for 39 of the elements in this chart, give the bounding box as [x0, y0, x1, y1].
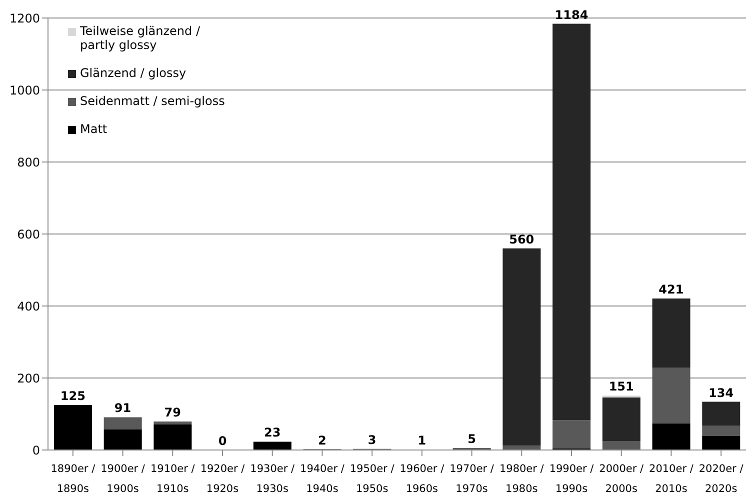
total-label: 5: [468, 432, 476, 446]
x-tick-label: 1950er / 1950s: [350, 463, 395, 494]
legend-label: Matt: [80, 122, 108, 136]
total-label: 1: [418, 434, 426, 448]
y-tick-label: 600: [17, 227, 40, 242]
total-label: 23: [264, 426, 281, 440]
y-tick-label: 800: [17, 155, 40, 170]
total-label: 134: [708, 386, 734, 400]
x-tick-label: 1980er / 1980s: [499, 463, 544, 494]
y-tick-label: 1200: [9, 11, 40, 26]
total-label: 560: [509, 232, 534, 246]
x-tick-label: 1970er / 1970s: [450, 463, 494, 494]
legend-label: Seidenmatt / semi-gloss: [80, 94, 225, 108]
y-tick-label: 1000: [9, 83, 40, 98]
total-label: 1184: [554, 8, 588, 22]
y-tick-label: 200: [17, 371, 40, 386]
y-tick-label: 0: [32, 443, 40, 458]
x-tick-label: 1890er / 1890s: [50, 463, 96, 494]
x-tick-label: 2020er / 2020s: [698, 463, 744, 494]
x-tick-label: 1930er / 1930s: [250, 463, 296, 494]
x-tick-label: 1940er / 1940s: [300, 463, 345, 494]
legend-label: Teilweise glänzend / partly glossy: [80, 24, 201, 52]
x-tick-label: 1910er / 1910s: [150, 463, 196, 494]
total-label: 125: [60, 389, 86, 403]
legend-label: Glänzend / glossy: [80, 66, 186, 80]
x-tick-label: 1960er / 1960s: [400, 463, 445, 494]
total-label: 2: [318, 433, 326, 448]
x-tick-label: 1900er / 1900s: [100, 463, 146, 494]
total-label: 0: [218, 434, 227, 448]
y-tick-label: 400: [17, 299, 40, 314]
total-label: 3: [368, 432, 376, 447]
total-label: 151: [608, 380, 634, 394]
x-tick-label: 1920er / 1920s: [200, 463, 246, 494]
total-label: 79: [164, 406, 181, 420]
total-label: 421: [658, 282, 684, 296]
x-tick-label: 1990er / 1990s: [549, 463, 594, 494]
total-label: 91: [114, 401, 132, 416]
x-tick-label: 2000er / 2000s: [599, 463, 644, 494]
x-tick-label: 2010er / 2010s: [649, 463, 694, 494]
